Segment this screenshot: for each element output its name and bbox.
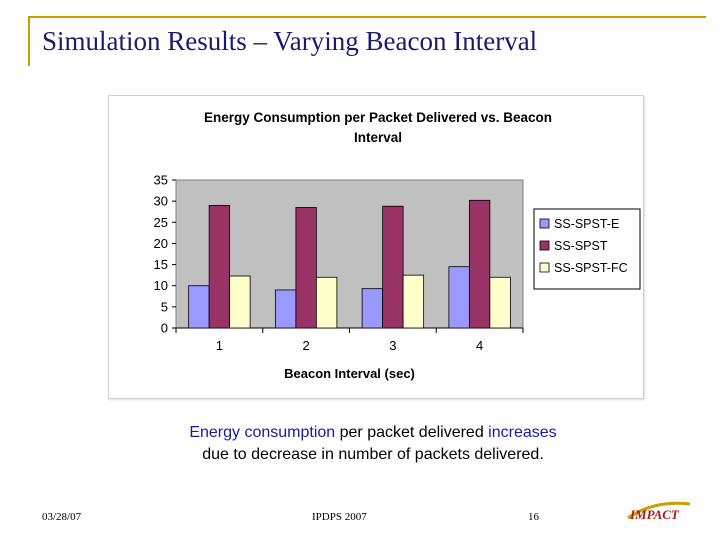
- caption-text-middle: per packet delivered: [335, 424, 489, 441]
- legend-swatch-ss-spst-fc: [539, 262, 550, 273]
- bar-ss-spst-1: [208, 204, 231, 329]
- y-tick-label: 5: [161, 299, 168, 314]
- slide-title: Simulation Results – Varying Beacon Inte…: [42, 26, 538, 56]
- chart-container: Energy Consumption per Packet Delivered …: [108, 95, 644, 399]
- caption-line-2: due to decrease in number of packets del…: [202, 446, 544, 463]
- bar-ss-spst-e-1: [188, 285, 210, 329]
- caption-highlight-increases: increases: [488, 424, 557, 441]
- y-tick-label: 25: [154, 215, 168, 230]
- footer-date: 03/28/07: [42, 511, 82, 523]
- y-axis-label: Energy (mJoule): [122, 202, 137, 304]
- y-tick-label: 35: [154, 173, 168, 188]
- x-tick-label: 3: [389, 338, 396, 353]
- legend-label-ss-spst: SS-SPST: [554, 239, 608, 253]
- y-tick-label: 0: [161, 321, 168, 336]
- bar-ss-spst-fc-4: [489, 276, 511, 329]
- bar-ss-spst-e-2: [274, 289, 297, 329]
- bar-ss-spst-4: [468, 199, 491, 329]
- caption-highlight-energy: Energy consumption: [189, 424, 336, 441]
- svg-text:IMPACT: IMPACT: [629, 507, 680, 522]
- x-tick-label: 2: [303, 338, 310, 353]
- bar-ss-spst-e-4: [448, 266, 470, 329]
- y-tick-label: 30: [154, 194, 168, 209]
- footer-page-number: 16: [528, 511, 539, 523]
- bar-ss-spst-fc-1: [229, 275, 251, 329]
- legend-label-ss-spst-fc: SS-SPST-FC: [554, 261, 628, 275]
- chart-title-line-2: Interval: [354, 130, 402, 145]
- y-tick-label: 10: [154, 278, 168, 293]
- impact-logo: IMPACT: [627, 501, 691, 522]
- legend-swatch-ss-spst: [539, 240, 550, 251]
- bar-ss-spst-e-3: [361, 288, 384, 329]
- bar-ss-spst-fc-2: [315, 276, 338, 329]
- legend-label-ss-spst-e: SS-SPST-E: [554, 217, 619, 231]
- bar-ss-spst-2: [295, 207, 317, 329]
- bar-ss-spst-fc-3: [402, 274, 425, 329]
- x-axis-label: Beacon Interval (sec): [284, 366, 415, 381]
- title-frame-left-rule: [28, 16, 30, 66]
- caption-line-1: Energy consumption per packet delivered …: [108, 424, 638, 442]
- y-tick-label: 15: [154, 257, 168, 272]
- legend-swatch-ss-spst-e: [539, 218, 550, 229]
- x-tick-label: 4: [476, 338, 483, 353]
- footer-conference: IPDPS 2007: [312, 511, 367, 523]
- bar-chart: Energy Consumption per Packet Delivered …: [122, 110, 641, 381]
- legend-box: [533, 208, 641, 290]
- chart-title-line-1: Energy Consumption per Packet Delivered …: [204, 110, 552, 125]
- bar-ss-spst-3: [382, 205, 404, 329]
- y-tick-label: 20: [154, 236, 168, 251]
- x-tick-label: 1: [216, 338, 223, 353]
- title-frame-top-rule: [28, 16, 706, 18]
